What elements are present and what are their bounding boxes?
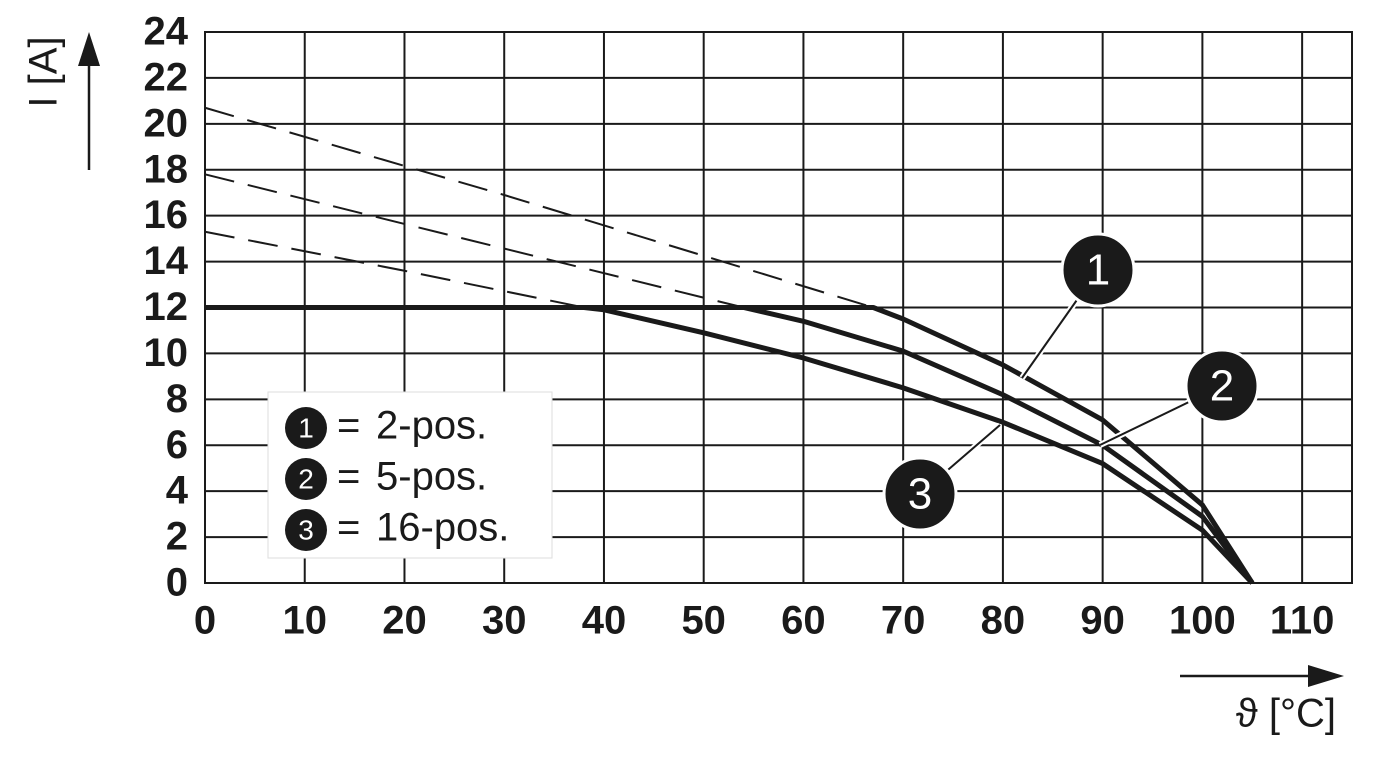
callout-label: 2 [1210, 362, 1234, 411]
legend-marker [285, 407, 327, 449]
legend-marker-label: 3 [298, 514, 314, 545]
x-tick-label: 30 [482, 599, 527, 643]
legend-marker-label: 2 [298, 463, 314, 494]
x-tick-label: 100 [1169, 599, 1236, 643]
y-axis-label: I [A] [22, 36, 66, 107]
x-tick-label: 40 [582, 599, 627, 643]
y-tick-label: 22 [144, 55, 189, 99]
y-tick-label: 0 [166, 561, 188, 605]
legend-marker [285, 458, 327, 500]
extrapolation-line [204, 173, 744, 309]
y-tick-label: 16 [144, 193, 189, 237]
extrapolation-line [204, 230, 585, 309]
y-tick-label: 10 [144, 331, 189, 375]
callout-circle [1184, 348, 1260, 424]
x-tick-label: 0 [194, 599, 216, 643]
y-tick-label: 14 [144, 239, 189, 283]
y-tick-label: 20 [144, 101, 189, 145]
derating-line [205, 305, 1255, 585]
y-tick-label: 24 [144, 10, 189, 54]
legend-separator: = [337, 455, 360, 499]
y-tick-label: 18 [144, 147, 189, 191]
x-axis-arrowhead [1308, 665, 1344, 687]
y-tick-label: 8 [166, 377, 188, 421]
callout-circle [882, 456, 958, 532]
x-tick-label: 10 [282, 599, 327, 643]
extrapolation-line [204, 106, 874, 309]
x-tick-label: 60 [781, 599, 826, 643]
y-tick-label: 6 [166, 423, 188, 467]
callout-circle [1060, 232, 1136, 308]
legend-separator: = [337, 404, 360, 448]
x-tick-label: 90 [1080, 599, 1125, 643]
derating-line [205, 305, 1255, 585]
x-tick-label: 110 [1270, 599, 1335, 643]
x-tick-label: 20 [382, 599, 427, 643]
y-tick-label: 12 [144, 285, 189, 329]
legend-label: 5-pos. [376, 455, 487, 499]
legend-label: 16-pos. [376, 506, 509, 550]
derating-line [205, 305, 1255, 585]
x-tick-label: 50 [681, 599, 726, 643]
legend-separator: = [337, 506, 360, 550]
x-tick-label: 80 [981, 599, 1026, 643]
x-tick-label: 70 [881, 599, 926, 643]
y-tick-label: 4 [166, 469, 189, 513]
legend-label: 2-pos. [376, 404, 487, 448]
legend-marker [285, 509, 327, 551]
y-tick-label: 2 [166, 515, 188, 559]
callout-label: 3 [908, 470, 932, 519]
x-axis-label: ϑ [°C] [1236, 692, 1336, 736]
y-axis-arrowhead [78, 32, 100, 66]
callout-label: 1 [1086, 246, 1110, 295]
legend-marker-label: 1 [298, 412, 314, 443]
